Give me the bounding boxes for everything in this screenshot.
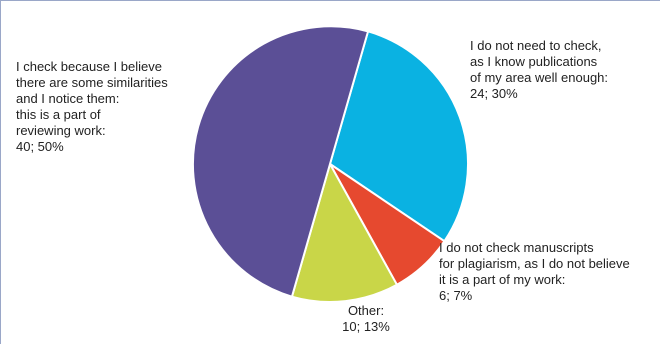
slice-labels: I do not need to check, as I know publica… — [16, 38, 630, 334]
slice-label-line: of my area well enough: — [470, 70, 608, 85]
pie-slices — [192, 25, 469, 303]
slice-label-line: 40; 50% — [16, 139, 64, 154]
slice-label-line: it is a part of my work: — [439, 272, 565, 287]
slice-label-line: Other: — [348, 303, 384, 318]
slice-label-2: Other: 10; 13% — [342, 303, 390, 334]
pie-slice-3 — [192, 25, 370, 298]
slice-label-line: there are some similarities — [16, 75, 168, 90]
slice-label-line: 24; 30% — [470, 86, 518, 101]
slice-label-0: I do not need to check, as I know publica… — [470, 38, 608, 101]
pie-slice-2 — [290, 163, 398, 303]
slice-label-line: for plagiarism, as I do not believe — [439, 256, 630, 271]
slice-label-line: 10; 13% — [342, 319, 390, 334]
slice-label-line: as I know publications — [470, 54, 598, 69]
slice-label-3: I check because I believe there are some … — [16, 59, 168, 154]
slice-label-line: and I notice them: — [16, 91, 119, 106]
slice-label-line: reviewing work: — [16, 123, 106, 138]
slice-label-line: this is a part of — [16, 107, 101, 122]
pie-slice-0 — [329, 30, 469, 243]
slice-label-1: I do not check manuscripts for plagiarism… — [439, 240, 630, 303]
slice-label-line: I do not need to check, — [470, 38, 602, 53]
slice-label-line: I do not check manuscripts — [439, 240, 594, 255]
slice-label-line: 6; 7% — [439, 288, 473, 303]
slice-label-line: I check because I believe — [16, 59, 162, 74]
